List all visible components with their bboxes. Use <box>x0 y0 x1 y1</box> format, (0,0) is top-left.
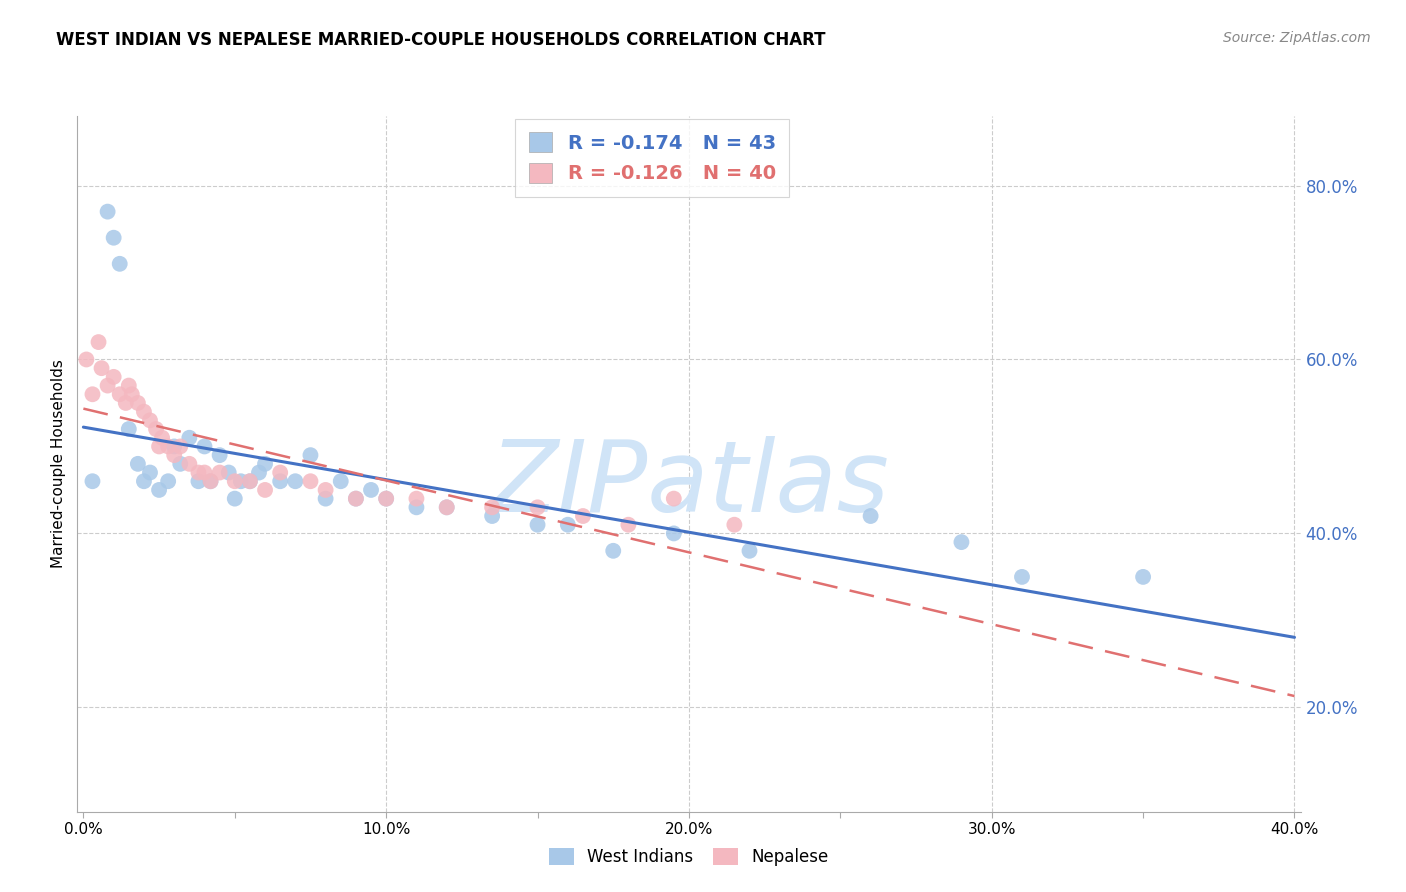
Point <box>405 491 427 506</box>
Point <box>526 517 548 532</box>
Legend: West Indians, Nepalese: West Indians, Nepalese <box>543 841 835 873</box>
Point <box>118 378 141 392</box>
Point <box>114 396 136 410</box>
Point <box>103 231 125 245</box>
Point <box>200 475 222 489</box>
Point <box>224 491 246 506</box>
Point <box>329 475 352 489</box>
Point <box>254 483 277 497</box>
Point <box>375 491 398 506</box>
Point <box>145 422 167 436</box>
Point <box>87 334 110 349</box>
Point <box>208 466 231 480</box>
Point <box>602 543 624 558</box>
Point <box>1011 570 1033 584</box>
Point <box>75 352 97 367</box>
Point <box>375 491 398 506</box>
Point <box>481 500 503 515</box>
Point <box>169 440 191 453</box>
Point <box>269 475 291 489</box>
Point <box>859 508 882 523</box>
Point <box>269 466 291 480</box>
Point <box>247 466 270 480</box>
Point <box>315 491 337 506</box>
Point <box>148 483 170 497</box>
Point <box>481 508 503 523</box>
Point <box>187 475 209 489</box>
Point <box>239 475 262 489</box>
Point <box>97 204 120 219</box>
Point <box>118 422 141 436</box>
Text: ZIPatlas: ZIPatlas <box>489 436 889 533</box>
Point <box>108 257 131 271</box>
Point <box>127 396 149 410</box>
Point <box>132 475 155 489</box>
Point <box>224 475 246 489</box>
Text: WEST INDIAN VS NEPALESE MARRIED-COUPLE HOUSEHOLDS CORRELATION CHART: WEST INDIAN VS NEPALESE MARRIED-COUPLE H… <box>56 31 825 49</box>
Point <box>662 526 685 541</box>
Point <box>82 387 104 401</box>
Point <box>557 517 579 532</box>
Point <box>169 457 191 471</box>
Point <box>148 440 170 453</box>
Point <box>187 466 209 480</box>
Point <box>139 413 162 427</box>
Point <box>157 475 180 489</box>
Point <box>121 387 143 401</box>
Point <box>150 431 173 445</box>
Point <box>163 440 186 453</box>
Point <box>662 491 685 506</box>
Point <box>208 448 231 462</box>
Point <box>738 543 761 558</box>
Point <box>200 475 222 489</box>
Y-axis label: Married-couple Households: Married-couple Households <box>51 359 66 568</box>
Point <box>218 466 240 480</box>
Point <box>103 369 125 384</box>
Point <box>360 483 382 497</box>
Point <box>299 475 322 489</box>
Text: Source: ZipAtlas.com: Source: ZipAtlas.com <box>1223 31 1371 45</box>
Point <box>950 535 973 549</box>
Point <box>344 491 367 506</box>
Point <box>315 483 337 497</box>
Point <box>127 457 149 471</box>
Point <box>617 517 640 532</box>
Point <box>179 431 201 445</box>
Point <box>572 508 595 523</box>
Point <box>405 500 427 515</box>
Point <box>436 500 458 515</box>
Point <box>157 440 180 453</box>
Point <box>139 466 162 480</box>
Point <box>229 475 252 489</box>
Point <box>344 491 367 506</box>
Point <box>163 448 186 462</box>
Point <box>132 404 155 418</box>
Point <box>436 500 458 515</box>
Point <box>299 448 322 462</box>
Point <box>108 387 131 401</box>
Point <box>82 475 104 489</box>
Point <box>526 500 548 515</box>
Point <box>1132 570 1154 584</box>
Point <box>90 361 112 376</box>
Point <box>254 457 277 471</box>
Point <box>193 466 215 480</box>
Point <box>193 440 215 453</box>
Point <box>179 457 201 471</box>
Point <box>239 475 262 489</box>
Point <box>284 475 307 489</box>
Point <box>723 517 745 532</box>
Point <box>97 378 120 392</box>
